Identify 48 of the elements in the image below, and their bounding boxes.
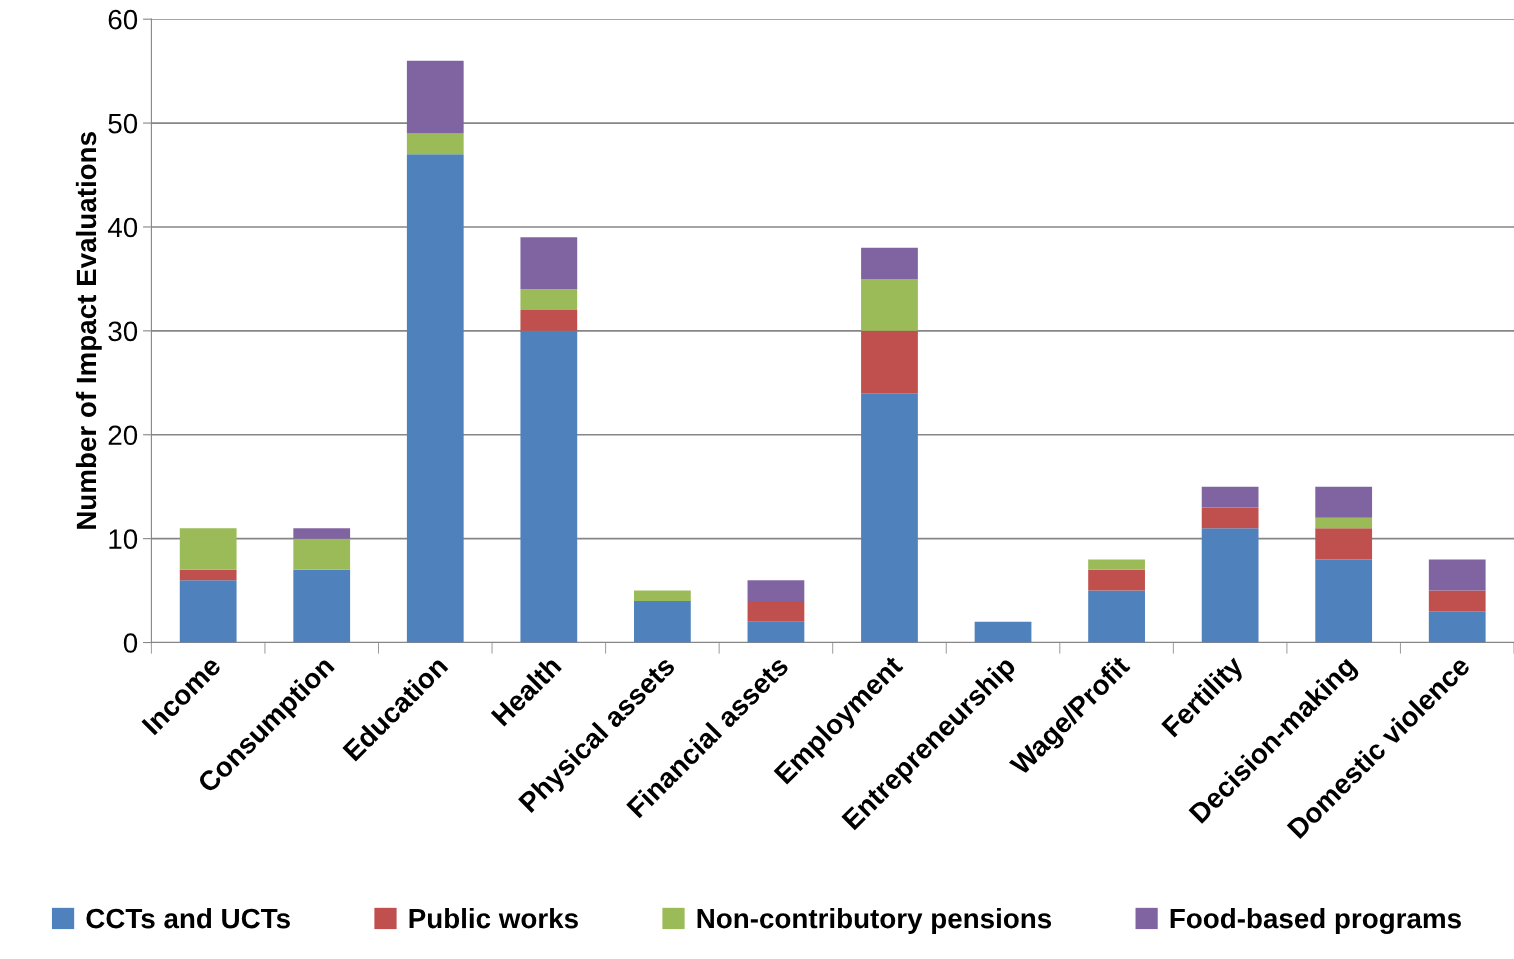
y-axis-title: Number of Impact Evaluations [75, 132, 102, 529]
bar [747, 621, 805, 643]
y-tick-label: 10 [109, 529, 138, 549]
bar [1088, 590, 1145, 643]
bar [1201, 486, 1259, 508]
bar [520, 310, 578, 331]
bar [861, 393, 918, 643]
bar [747, 580, 805, 601]
y-tick-label: 30 [108, 321, 138, 342]
bar [1315, 559, 1373, 643]
bar [1315, 528, 1373, 560]
bar [1428, 611, 1486, 643]
bar [406, 133, 464, 155]
bar [1428, 559, 1486, 591]
bar [520, 330, 578, 643]
bar [861, 278, 918, 331]
bar [293, 569, 351, 643]
bar [1428, 590, 1486, 612]
bar [633, 600, 691, 643]
bar [1315, 517, 1373, 529]
bar [1201, 528, 1259, 643]
bar [861, 330, 918, 394]
legend-label: Food-based programs [1170, 907, 1461, 934]
y-tick-label: 20 [108, 425, 138, 446]
legend-label: CCTs and UCTs [86, 907, 290, 929]
y-tick-label: 60 [108, 9, 138, 30]
bar [861, 247, 918, 279]
bar [974, 621, 1032, 643]
bar [520, 289, 578, 311]
legend-label: Public works [409, 907, 578, 929]
bar [179, 528, 237, 570]
bar [293, 528, 351, 539]
bar [293, 538, 351, 570]
bar [406, 60, 464, 134]
bar [1201, 507, 1259, 529]
bar [179, 569, 237, 581]
bar [1088, 559, 1145, 570]
y-tick-label: 40 [107, 217, 138, 238]
bar [179, 580, 237, 643]
y-tick-label: 0 [123, 633, 138, 653]
bar [406, 154, 464, 643]
y-tick-label: 50 [108, 113, 138, 134]
bar [1315, 486, 1373, 518]
bar [747, 600, 805, 622]
legend-label: Non-contributory pensions [697, 907, 1052, 934]
bar [633, 590, 691, 601]
bar [520, 237, 578, 290]
bar [1088, 569, 1145, 591]
